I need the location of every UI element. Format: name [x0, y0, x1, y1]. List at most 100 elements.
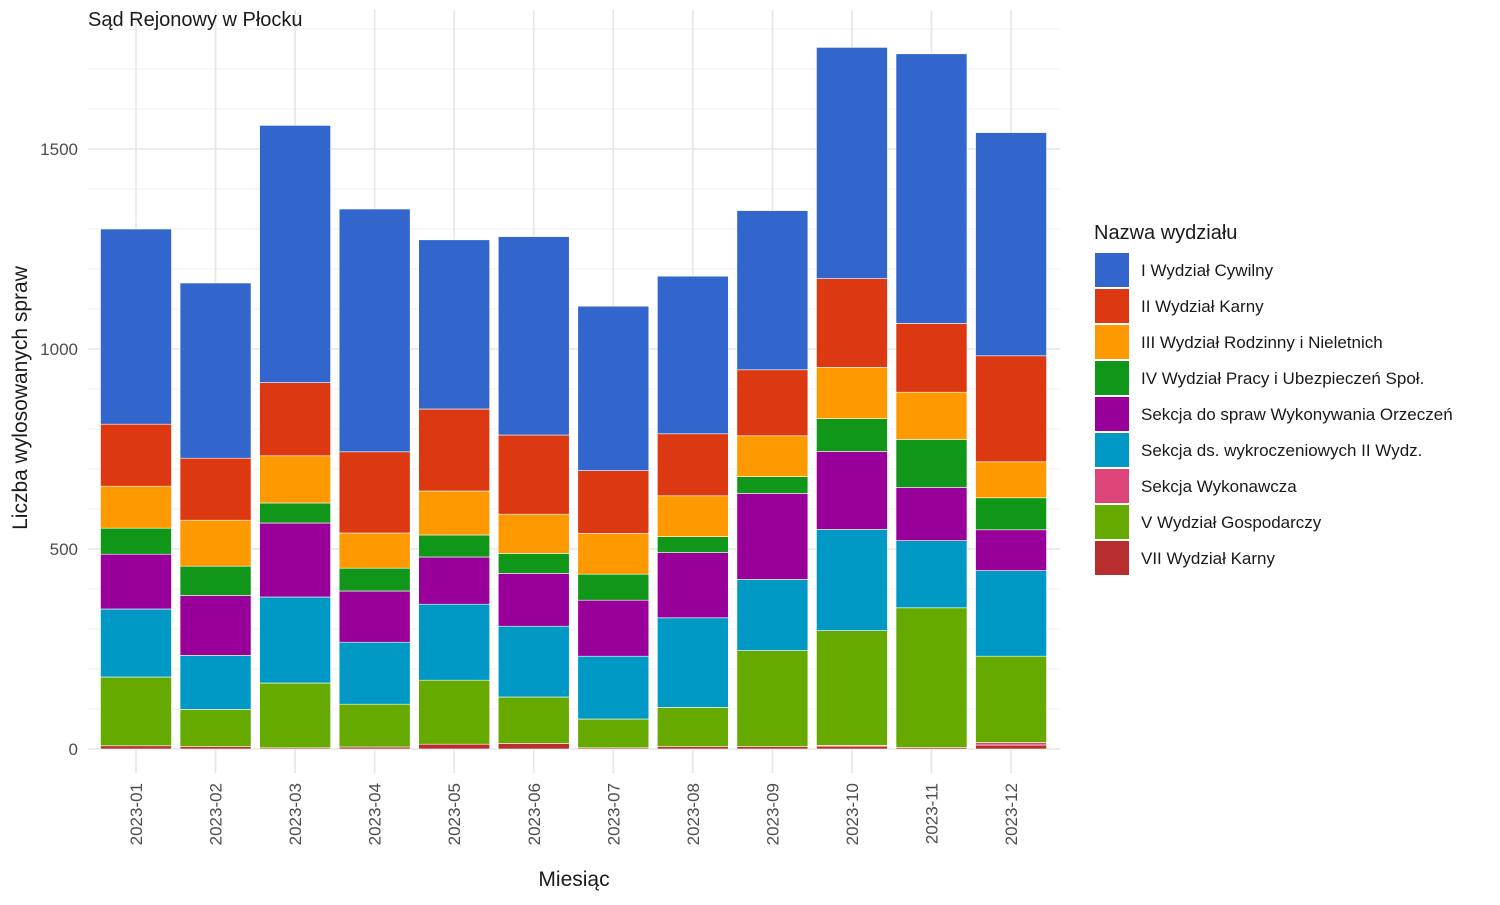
x-tick-label: 2023-08	[684, 783, 703, 845]
bar-segment	[418, 679, 491, 745]
bar-segment	[577, 573, 650, 601]
legend-label: II Wydział Karny	[1141, 297, 1264, 316]
x-tick-label: 2023-09	[763, 783, 782, 845]
bar-segment	[816, 367, 888, 419]
legend-swatch	[1095, 397, 1129, 431]
bar-segment	[657, 495, 729, 537]
bar-segment	[736, 210, 809, 371]
legend: Nazwa wydziału I Wydział Cywilny II Wydzi…	[1094, 222, 1453, 575]
bar-segment	[497, 236, 570, 436]
legend-label: V Wydział Gospodarczy	[1141, 513, 1322, 532]
bar-segment	[895, 323, 968, 393]
bar-segment	[975, 132, 1047, 357]
bar-segment	[577, 718, 650, 749]
bar-segment	[975, 570, 1047, 657]
legend-label: Sekcja do spraw Wykonywania Orzeczeń	[1141, 405, 1453, 424]
x-tick-label: 2023-04	[366, 783, 385, 845]
bar-segment	[577, 533, 650, 575]
legend-label: VII Wydział Karny	[1141, 549, 1275, 568]
y-tick-label: 0	[69, 740, 78, 759]
bar-segment	[895, 53, 968, 324]
x-tick-label: 2023-02	[207, 783, 226, 845]
bar-segment	[657, 617, 729, 708]
legend-swatch	[1095, 361, 1129, 395]
bar-segment	[975, 742, 1047, 746]
bar-segment	[816, 451, 888, 530]
bar-segment	[736, 650, 809, 747]
bar-segment	[259, 125, 331, 383]
bar-segment	[418, 239, 491, 410]
bar-segment	[975, 355, 1047, 463]
bar-segment	[816, 418, 888, 452]
bar-segment	[657, 552, 729, 619]
bar-segment	[338, 590, 411, 643]
bar-segment	[179, 595, 252, 656]
x-tick-label: 2023-03	[286, 783, 305, 845]
x-axis-title: Miesiąc	[538, 868, 609, 891]
bar-segment	[975, 744, 1047, 750]
bar-segment	[259, 455, 331, 504]
bar-segment	[816, 47, 888, 279]
bar-segment	[100, 228, 172, 425]
bar-segment	[100, 485, 172, 529]
bar-segment	[418, 408, 491, 492]
legend-label: Sekcja ds. wykroczeniowych II Wydz.	[1141, 441, 1422, 460]
bar-segment	[179, 746, 252, 750]
bar-segment	[497, 434, 570, 515]
legend-swatch	[1095, 325, 1129, 359]
bar-segment	[338, 641, 411, 705]
bar-segment	[497, 573, 570, 627]
legend-swatch	[1095, 541, 1129, 575]
legend-label: III Wydział Rodzinny i Nieletnich	[1141, 333, 1383, 352]
bar-segment	[657, 433, 729, 497]
bar-segment	[736, 435, 809, 477]
bar-segment	[338, 208, 411, 453]
bar-segment	[577, 599, 650, 657]
bar-segment	[657, 536, 729, 553]
bar-segment	[338, 532, 411, 569]
legend-label: I Wydział Cywilny	[1141, 261, 1274, 280]
bar-segment	[816, 630, 888, 746]
bar-segment	[975, 655, 1047, 743]
bar-segment	[577, 470, 650, 534]
legend-swatch	[1095, 469, 1129, 503]
bar-segment	[179, 457, 252, 521]
bar-segment	[179, 709, 252, 747]
bar-segment	[259, 522, 331, 598]
bar-segment	[179, 282, 252, 459]
bar-segment	[259, 502, 331, 524]
bar-segment	[497, 625, 570, 698]
bar-segment	[179, 655, 252, 710]
bar-segment	[418, 534, 491, 558]
legend-swatch	[1095, 289, 1129, 323]
bar-segment	[497, 743, 570, 750]
x-tick-label: 2023-01	[127, 783, 146, 845]
bar-segment	[816, 278, 888, 368]
bar-segment	[895, 540, 968, 609]
bar-segment	[736, 579, 809, 651]
chart-title: Sąd Rejonowy w Płocku	[88, 9, 303, 31]
bar-segment	[736, 746, 809, 750]
bar-segment	[259, 382, 331, 457]
axes: Sąd Rejonowy w Płocku Miesiąc Liczba wyl…	[9, 9, 1021, 891]
bar-segment	[100, 423, 172, 487]
bar-segment	[657, 275, 729, 435]
legend-title: Nazwa wydziału	[1094, 222, 1237, 244]
x-tick-label: 2023-10	[843, 783, 862, 845]
legend-label: Sekcja Wykonawcza	[1141, 477, 1297, 496]
bar-segment	[338, 703, 411, 748]
bar-segment	[975, 497, 1047, 531]
bar-segment	[418, 603, 491, 681]
bar-segment	[497, 513, 570, 554]
legend-swatch	[1095, 433, 1129, 467]
bar-segment	[816, 529, 888, 631]
bar-segment	[100, 608, 172, 678]
bar-segment	[657, 746, 729, 750]
bar-segment	[895, 487, 968, 541]
bar-segment	[736, 369, 809, 437]
bar-segment	[895, 391, 968, 440]
x-tick-label: 2023-06	[525, 783, 544, 845]
bar-segment	[736, 476, 809, 494]
